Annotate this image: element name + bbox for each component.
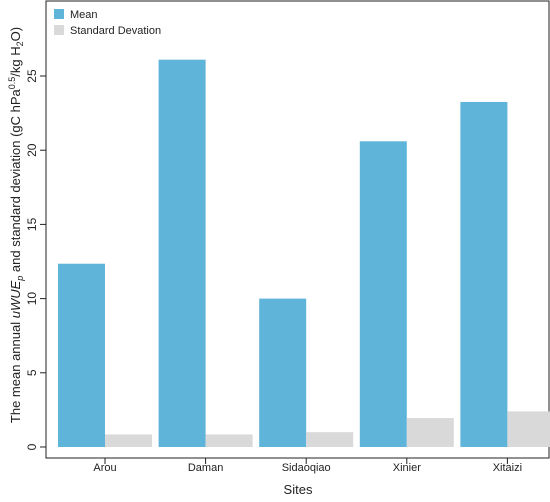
y-tick-label: 10 [25,292,39,306]
y-tick-label: 0 [25,443,39,450]
y-axis-title-sub: p [15,276,25,282]
bar-sd-xitaizi [507,411,550,447]
y-axis-title-mid: and standard deviation (gC hPa [8,88,23,275]
x-tick-label-xitaizi: Xitaizi [493,462,522,474]
bar-mean-sidaoqiao [259,298,307,447]
plot-frame [45,0,550,459]
x-axis: Arou Daman Sidaoqiao Xinier Xitaizi [93,458,522,474]
legend-label-sd: Standard Devation [70,25,161,37]
y-tick-label: 5 [25,369,39,376]
y-tick-label: 20 [25,143,39,157]
bar-sd-daman [205,434,253,447]
x-tick-label-sidaoqiao: Sidaoqiao [282,462,331,474]
y-axis-title: The mean annual uWUEp and standard devia… [7,27,25,423]
bar-mean-arou [58,263,105,447]
y-axis-title-post2: O) [8,27,23,41]
x-tick-label-arou: Arou [93,462,116,474]
bar-mean-xinier [359,141,407,447]
y-axis-title-sub2: 2 [15,41,25,46]
bar-sd-arou [105,434,152,447]
y-axis: 0 5 10 15 20 25 [25,69,46,450]
legend-swatch-mean [54,9,64,19]
x-tick-label-xinier: Xinier [393,462,421,474]
legend-label-mean: Mean [70,9,98,21]
y-tick-label: 15 [25,217,39,231]
plot-border [45,0,550,459]
y-axis-title-post1: /kg H [8,46,23,76]
bars [58,59,550,448]
y-axis-title-pre: The mean annual [8,318,23,423]
legend: Mean Standard Devation [54,9,161,37]
y-axis-title-var: uWUE [8,280,23,318]
bar-mean-daman [158,59,206,448]
bar-mean-xitaizi [460,101,508,447]
x-axis-title: Sites [284,482,313,497]
y-tick-label: 25 [25,69,39,83]
y-axis-title-sup: 0.5 [7,77,17,90]
legend-swatch-sd [54,25,64,35]
bar-sd-xinier [406,418,454,447]
x-tick-label-daman: Daman [188,462,223,474]
bar-sd-sidaoqiao [306,432,354,447]
